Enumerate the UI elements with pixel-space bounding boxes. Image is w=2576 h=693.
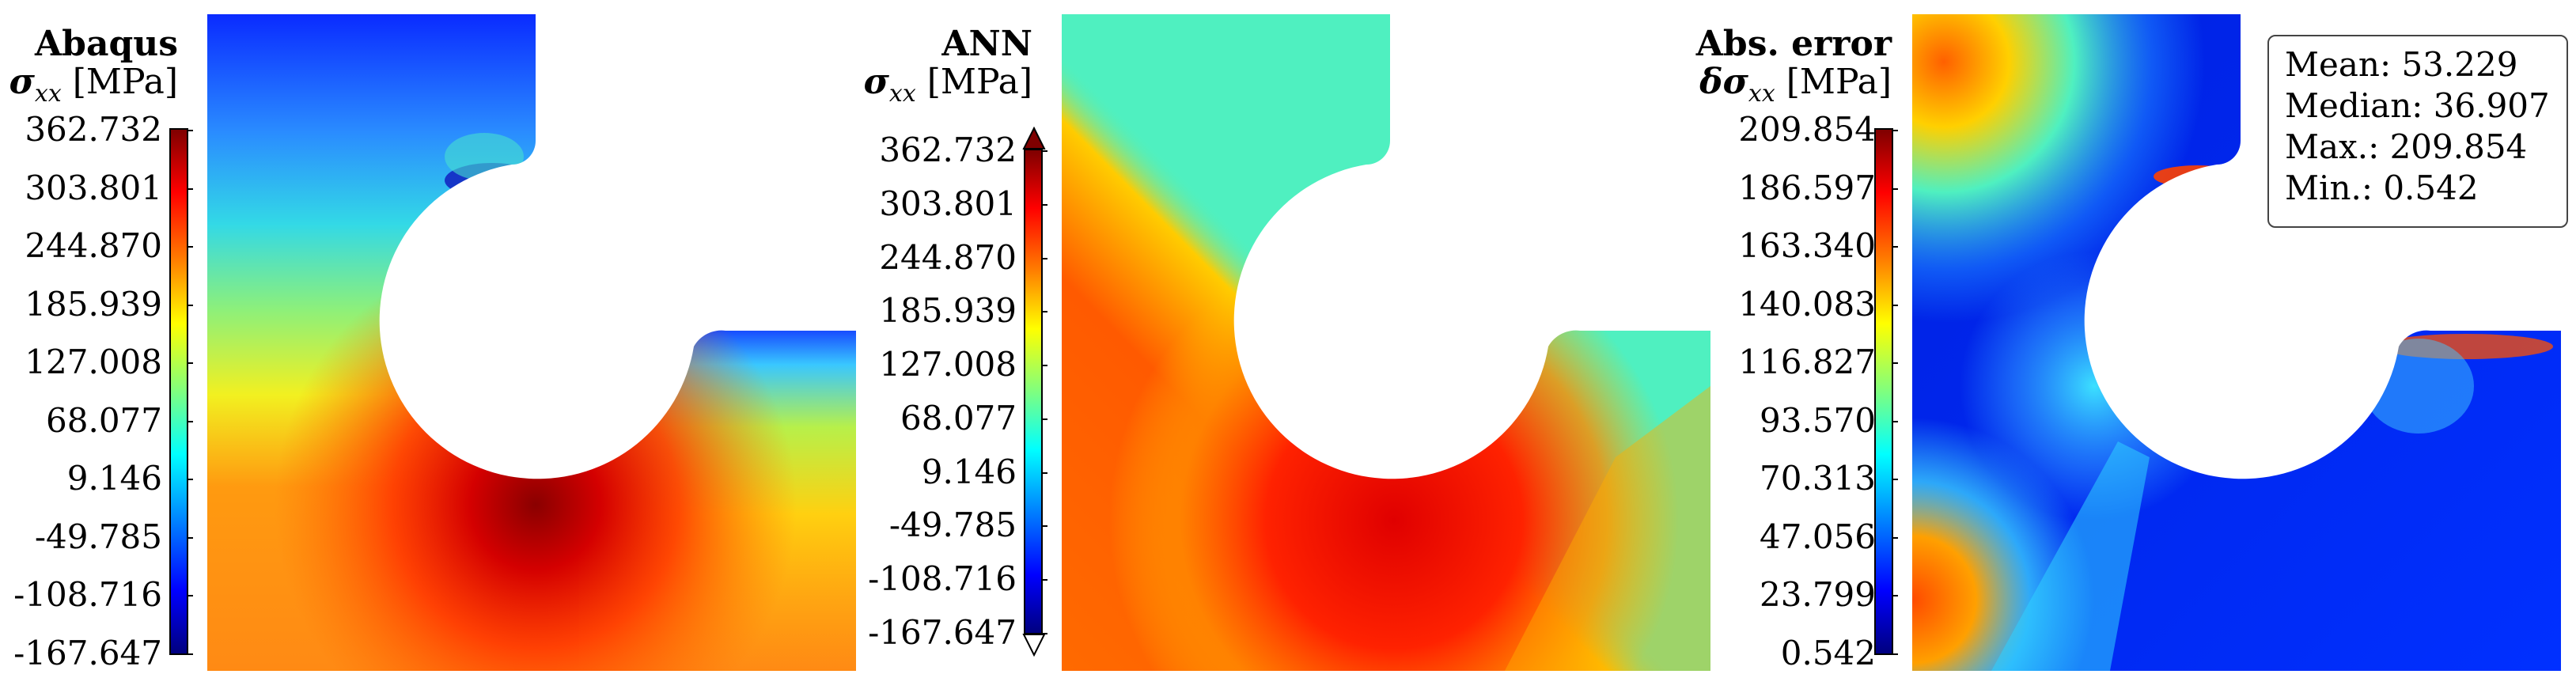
- colorbar-tick-mark: [1893, 246, 1898, 248]
- colorbar-tick-label: 185.939: [25, 284, 162, 324]
- colorbar-tick-label: 23.799: [1760, 575, 1876, 615]
- colorbar-tick-mark: [1043, 471, 1047, 474]
- quantity-label: δσxx [MPa]: [1699, 62, 1892, 108]
- stress-field-abaqus: [207, 14, 856, 671]
- colorbar-tick-label: 116.827: [1738, 343, 1876, 382]
- colorbar-tick-label: 127.008: [25, 343, 162, 382]
- panel-ann: ANN σxx [MPa] 362.732 303.801 244.870 185.9…: [854, 0, 1717, 693]
- error-statistics-box: Mean: 53.229 Median: 36.907 Max.: 209.85…: [2267, 35, 2568, 228]
- panel-title: Abs. error: [1695, 24, 1892, 64]
- quantity-subscript: xx: [34, 79, 62, 108]
- colorbar-tick-mark: [1893, 304, 1898, 306]
- colorbar-tick-label: 244.870: [879, 237, 1017, 277]
- colorbar-tick-label: 244.870: [25, 226, 162, 266]
- panel-title: ANN: [941, 24, 1032, 64]
- colorbar-tick-mark: [188, 479, 193, 481]
- colorbar-tick-label: 185.939: [879, 291, 1017, 331]
- error-field: [1912, 14, 2561, 671]
- colorbar-tick-label: -49.785: [34, 517, 162, 556]
- colorbar-tick-label: -49.785: [888, 506, 1017, 545]
- colorbar-tick-mark: [1043, 311, 1047, 313]
- stress-field-ann: [1062, 14, 1710, 671]
- colorbar-tick-label: 0.542: [1780, 634, 1876, 672]
- stat-min: Min.: 0.542: [2285, 169, 2479, 207]
- quantity-label: σxx [MPa]: [863, 62, 1032, 108]
- colorbar-tick-label: 68.077: [46, 400, 162, 440]
- quantity-subscript: xx: [1748, 79, 1775, 108]
- colorbar-tick-mark: [188, 595, 193, 597]
- colorbar-tick-label: 163.340: [1738, 226, 1876, 266]
- colorbar-tick-mark: [1043, 525, 1047, 528]
- stat-mean: Mean: 53.229: [2285, 45, 2518, 84]
- colorbar-tick-mark: [1893, 479, 1898, 481]
- colorbar-tick-mark: [1043, 203, 1047, 206]
- colorbar-tick-label: -167.647: [13, 634, 162, 672]
- quantity-label: σxx [MPa]: [9, 62, 178, 108]
- colorbar-tick-mark: [1043, 418, 1047, 420]
- colorbar-tick-mark: [1893, 130, 1898, 131]
- colorbar-tick-label: -108.716: [868, 559, 1017, 599]
- colorbar-tick-mark: [188, 536, 193, 539]
- colorbar-tick-label: 9.146: [66, 459, 162, 498]
- colorbar-tick-label: 140.083: [1738, 284, 1876, 324]
- colorbar-tick-label: 362.732: [25, 110, 162, 149]
- quantity-unit: [MPa]: [1786, 62, 1892, 102]
- colorbar-tick-mark: [188, 304, 193, 306]
- colorbar-extend-arrows: [1022, 127, 1046, 657]
- colorbar-tick-label: 127.008: [879, 345, 1017, 384]
- colorbar-tick-label: 70.313: [1760, 459, 1876, 498]
- colorbar-tick-label: -108.716: [13, 575, 162, 615]
- colorbar-tick-label: 93.570: [1760, 400, 1876, 440]
- colorbar-tick-label: 303.801: [879, 184, 1017, 223]
- colorbar-tick-mark: [1893, 420, 1898, 422]
- colorbar-tick-mark: [1893, 595, 1898, 597]
- colorbar-tick-mark: [188, 130, 193, 131]
- colorbar-tick-label: 362.732: [879, 131, 1017, 169]
- panel-abaqus: Abaqus σxx [MPa] 362.732 303.801 244.870 18…: [0, 0, 862, 693]
- colorbar-tick-mark: [1043, 150, 1047, 152]
- panel-title: Abaqus: [35, 24, 178, 64]
- quantity-subscript: xx: [888, 79, 916, 108]
- colorbar: [1874, 128, 1893, 655]
- colorbar-tick-mark: [188, 187, 193, 190]
- colorbar-tick-mark: [1893, 653, 1898, 655]
- colorbar-tick-label: 303.801: [25, 168, 162, 207]
- colorbar-tick-mark: [188, 246, 193, 248]
- colorbar-tick-mark: [1893, 187, 1898, 190]
- colorbar-tick-mark: [188, 362, 193, 365]
- stat-median: Median: 36.907: [2285, 86, 2550, 125]
- colorbar-tick-label: 47.056: [1760, 517, 1876, 556]
- colorbar-tick-mark: [1893, 536, 1898, 539]
- colorbar-tick-mark: [188, 420, 193, 422]
- quantity-symbol: σ: [9, 62, 35, 102]
- colorbar-tick-mark: [1893, 362, 1898, 365]
- colorbar-tick-mark: [188, 653, 193, 655]
- colorbar-tick-label: 9.146: [921, 452, 1017, 491]
- colorbar-tick-label: 68.077: [900, 398, 1017, 437]
- quantity-symbol: δσ: [1699, 62, 1748, 102]
- colorbar-tick-mark: [1043, 633, 1047, 634]
- quantity-unit: [MPa]: [926, 62, 1032, 102]
- stat-max: Max.: 209.854: [2285, 127, 2528, 166]
- colorbar-tick-label: -167.647: [868, 613, 1017, 652]
- quantity-unit: [MPa]: [72, 62, 178, 102]
- quantity-symbol: σ: [863, 62, 889, 102]
- colorbar: [169, 128, 188, 655]
- colorbar-tick-label: 186.597: [1738, 168, 1876, 207]
- colorbar-tick-label: 209.854: [1738, 110, 1876, 149]
- colorbar-tick-mark: [1043, 365, 1047, 367]
- panel-error: Abs. error δσxx [MPa] 209.854 186.597 163.…: [1696, 0, 2576, 693]
- colorbar-tick-mark: [1043, 579, 1047, 581]
- colorbar-tick-mark: [1043, 257, 1047, 259]
- colorbar: [1024, 149, 1043, 634]
